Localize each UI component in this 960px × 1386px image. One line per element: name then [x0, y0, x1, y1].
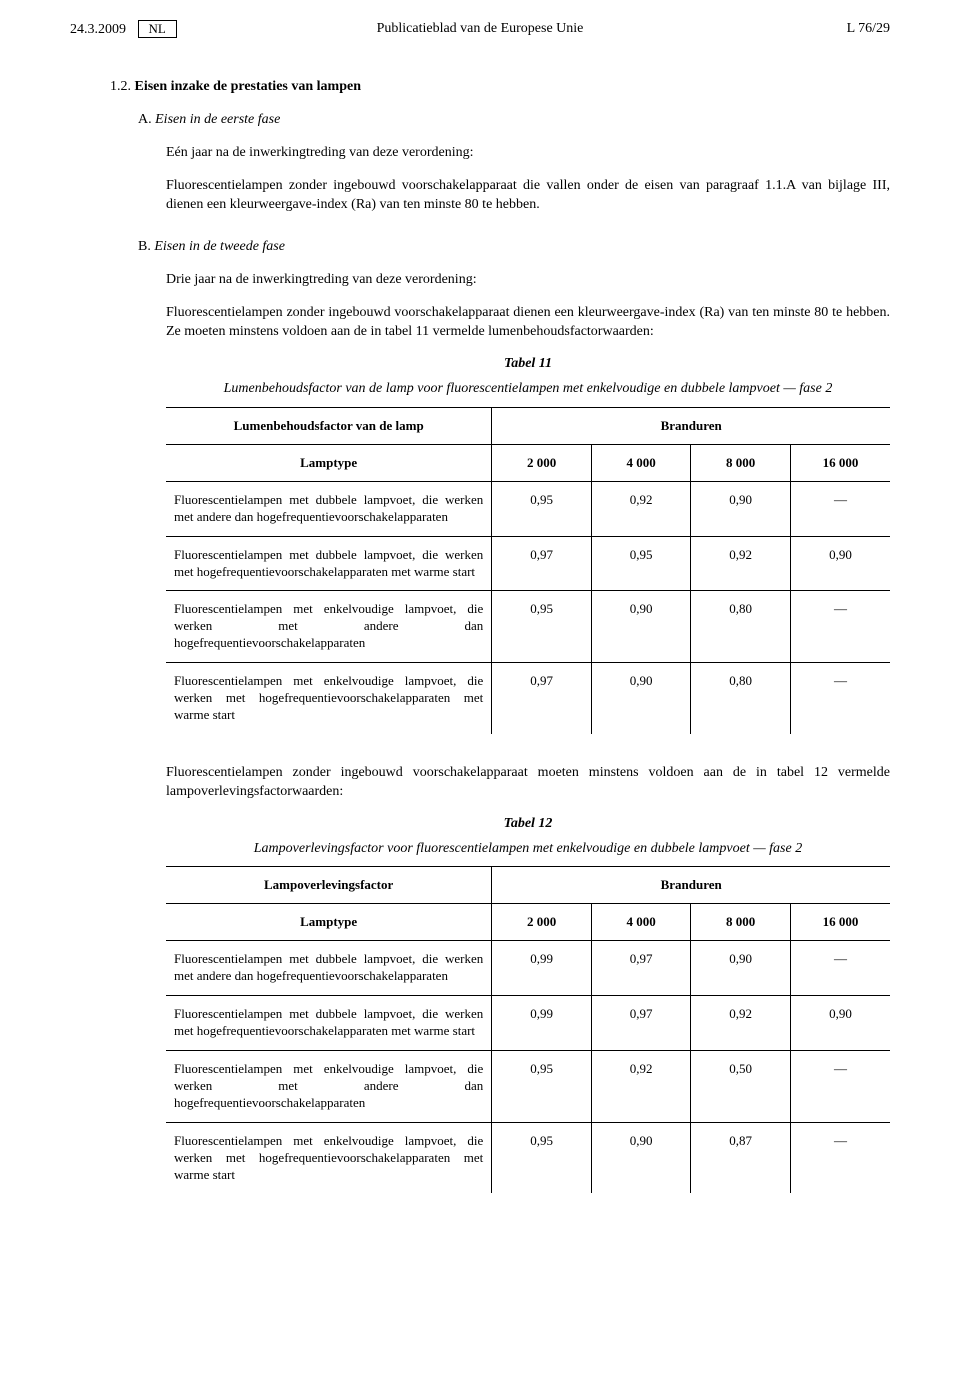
- section-number: 1.2.: [110, 79, 131, 94]
- t12-r3-label: Fluorescentielampen met enkelvoudige lam…: [166, 1122, 492, 1193]
- table-row: Fluorescentielampen met enkelvoudige lam…: [166, 1122, 890, 1193]
- t11-left-header: Lumenbehoudsfactor van de lamp: [166, 407, 492, 444]
- table-12-title: Tabel 12: [166, 816, 890, 832]
- t12-type-header: Lamptype: [166, 904, 492, 941]
- t11-r0-v3: —: [790, 481, 890, 536]
- header-title: Publicatieblad van de Europese Unie: [190, 21, 770, 37]
- t12-r2-label: Fluorescentielampen met enkelvoudige lam…: [166, 1051, 492, 1123]
- subsection-a-p2: Fluorescentielampen zonder ingebouwd voo…: [166, 177, 890, 215]
- table-11-title: Tabel 11: [166, 356, 890, 372]
- t11-col-3: 16 000: [790, 444, 890, 481]
- t12-r3-v1: 0,90: [591, 1122, 691, 1193]
- table-12-caption: Lampoverlevingsfactor voor fluorescentie…: [166, 840, 890, 859]
- section-title: Eisen inzake de prestaties van lampen: [135, 79, 361, 94]
- t12-r2-v1: 0,92: [591, 1051, 691, 1123]
- t12-col-2: 8 000: [691, 904, 791, 941]
- t11-r2-label: Fluorescentielampen met enkelvoudige lam…: [166, 591, 492, 663]
- t11-col-1: 4 000: [591, 444, 691, 481]
- subsection-b-title: Eisen in de tweede fase: [154, 239, 285, 254]
- t11-r0-v1: 0,92: [591, 481, 691, 536]
- table-row: Fluorescentielampen met enkelvoudige lam…: [166, 1051, 890, 1123]
- t11-r2-v3: —: [790, 591, 890, 663]
- subsection-b-p2: Fluorescentielampen zonder ingebouwd voo…: [166, 304, 890, 342]
- t12-col-1: 4 000: [591, 904, 691, 941]
- t12-r1-v1: 0,97: [591, 996, 691, 1051]
- t12-col-3: 16 000: [790, 904, 890, 941]
- header-date: 24.3.2009 NL: [70, 20, 190, 38]
- t12-r0-v0: 0,99: [492, 941, 592, 996]
- t11-r1-v3: 0,90: [790, 536, 890, 591]
- subsection-a-heading: A. Eisen in de eerste fase: [138, 111, 890, 130]
- t11-r3-v1: 0,90: [591, 663, 691, 734]
- t11-r2-v2: 0,80: [691, 591, 791, 663]
- t12-left-header: Lampoverlevingsfactor: [166, 867, 492, 904]
- t11-r1-v1: 0,95: [591, 536, 691, 591]
- t11-type-header: Lamptype: [166, 444, 492, 481]
- t12-r0-v2: 0,90: [691, 941, 791, 996]
- t12-r1-v2: 0,92: [691, 996, 791, 1051]
- table-row: Fluorescentielampen met dubbele lampvoet…: [166, 481, 890, 536]
- t12-r1-v0: 0,99: [492, 996, 592, 1051]
- t11-r3-v3: —: [790, 663, 890, 734]
- subsection-a-p1: Eén jaar na de inwerkingtreding van deze…: [166, 144, 890, 163]
- t11-right-header: Branduren: [492, 407, 890, 444]
- t12-r0-label: Fluorescentielampen met dubbele lampvoet…: [166, 941, 492, 996]
- t11-col-0: 2 000: [492, 444, 592, 481]
- t11-r0-v2: 0,90: [691, 481, 791, 536]
- t11-r1-label: Fluorescentielampen met dubbele lampvoet…: [166, 536, 492, 591]
- t12-r1-v3: 0,90: [790, 996, 890, 1051]
- t12-r2-v2: 0,50: [691, 1051, 791, 1123]
- table-row: Fluorescentielampen met dubbele lampvoet…: [166, 536, 890, 591]
- between-tables-para: Fluorescentielampen zonder ingebouwd voo…: [166, 764, 890, 802]
- t12-r0-v1: 0,97: [591, 941, 691, 996]
- t11-r3-v2: 0,80: [691, 663, 791, 734]
- t11-r0-v0: 0,95: [492, 481, 592, 536]
- t11-col-2: 8 000: [691, 444, 791, 481]
- t12-r1-label: Fluorescentielampen met dubbele lampvoet…: [166, 996, 492, 1051]
- t12-r2-v3: —: [790, 1051, 890, 1123]
- t11-r2-v1: 0,90: [591, 591, 691, 663]
- date-text: 24.3.2009: [70, 22, 126, 37]
- t12-r2-v0: 0,95: [492, 1051, 592, 1123]
- header-pagenum: L 76/29: [770, 21, 890, 37]
- table-row: Fluorescentielampen met dubbele lampvoet…: [166, 941, 890, 996]
- lang-box: NL: [138, 20, 177, 38]
- page-header: 24.3.2009 NL Publicatieblad van de Europ…: [70, 20, 890, 38]
- t12-r3-v0: 0,95: [492, 1122, 592, 1193]
- t11-r1-v0: 0,97: [492, 536, 592, 591]
- t11-r3-v0: 0,97: [492, 663, 592, 734]
- subsection-a-title: Eisen in de eerste fase: [155, 112, 280, 127]
- table-row: Fluorescentielampen met dubbele lampvoet…: [166, 996, 890, 1051]
- t12-col-0: 2 000: [492, 904, 592, 941]
- t12-r3-v3: —: [790, 1122, 890, 1193]
- t11-r2-v0: 0,95: [492, 591, 592, 663]
- subsection-b-p1: Drie jaar na de inwerkingtreding van dez…: [166, 271, 890, 290]
- table-row: Fluorescentielampen met enkelvoudige lam…: [166, 663, 890, 734]
- t11-r1-v2: 0,92: [691, 536, 791, 591]
- t12-r0-v3: —: [790, 941, 890, 996]
- subsection-b-heading: B. Eisen in de tweede fase: [138, 238, 890, 257]
- t11-r0-label: Fluorescentielampen met dubbele lampvoet…: [166, 481, 492, 536]
- t11-r3-label: Fluorescentielampen met enkelvoudige lam…: [166, 663, 492, 734]
- table-row: Fluorescentielampen met enkelvoudige lam…: [166, 591, 890, 663]
- t12-r3-v2: 0,87: [691, 1122, 791, 1193]
- section-1-2-heading: 1.2. Eisen inzake de prestaties van lamp…: [110, 78, 890, 97]
- table-11-caption: Lumenbehoudsfactor van de lamp voor fluo…: [166, 380, 890, 399]
- subsection-b-label: B.: [138, 239, 151, 254]
- t12-right-header: Branduren: [492, 867, 890, 904]
- table-11: Lumenbehoudsfactor van de lamp Branduren…: [166, 407, 890, 734]
- subsection-a-label: A.: [138, 112, 152, 127]
- table-12: Lampoverlevingsfactor Branduren Lamptype…: [166, 866, 890, 1193]
